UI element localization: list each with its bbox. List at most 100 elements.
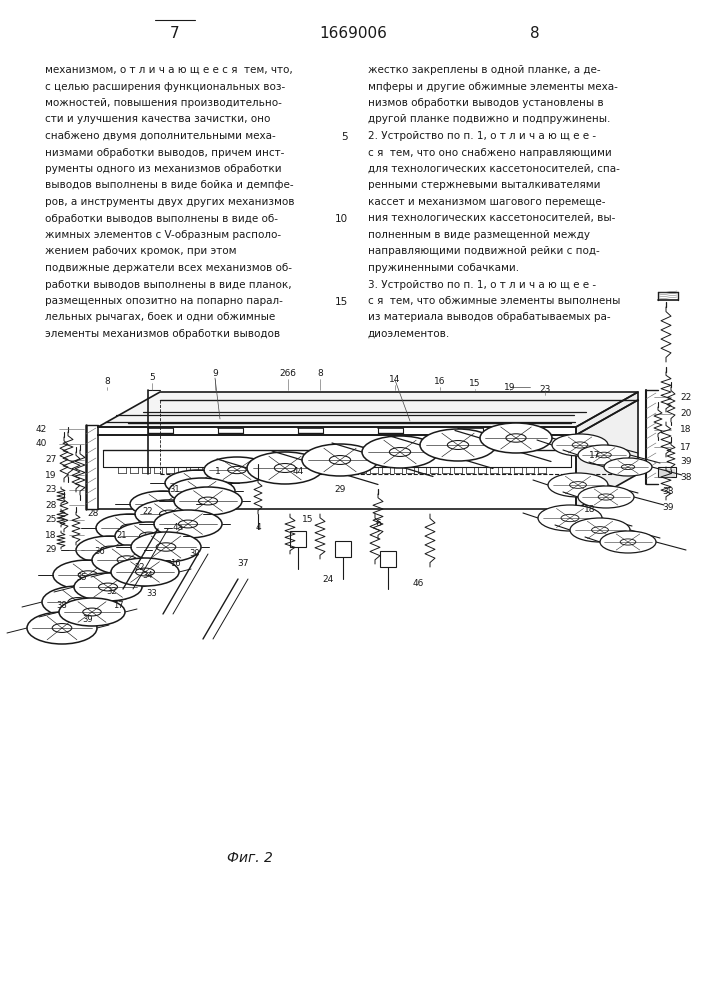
Text: 18: 18 — [584, 506, 596, 514]
Text: 29: 29 — [334, 486, 346, 494]
Ellipse shape — [59, 598, 125, 626]
Text: 34: 34 — [143, 570, 153, 580]
Ellipse shape — [604, 458, 652, 476]
Text: 18: 18 — [680, 426, 691, 434]
Text: 24: 24 — [322, 574, 334, 584]
Text: 20: 20 — [680, 410, 691, 418]
Ellipse shape — [247, 452, 323, 484]
Text: с я  тем, что обжимные элементы выполнены: с я тем, что обжимные элементы выполнены — [368, 296, 620, 306]
Ellipse shape — [204, 457, 270, 483]
Text: с целью расширения функциональных воз-: с целью расширения функциональных воз- — [45, 82, 285, 92]
Ellipse shape — [135, 500, 203, 528]
Ellipse shape — [480, 423, 552, 453]
Text: 1: 1 — [215, 468, 221, 477]
Ellipse shape — [552, 434, 608, 456]
Polygon shape — [576, 400, 638, 509]
Text: 33: 33 — [146, 588, 158, 597]
Text: 8: 8 — [530, 25, 540, 40]
Text: 22: 22 — [680, 392, 691, 401]
Text: 42: 42 — [35, 424, 47, 434]
Text: мпферы и другие обжимные элементы меха-: мпферы и другие обжимные элементы меха- — [368, 82, 618, 92]
Text: 23: 23 — [45, 486, 57, 494]
Text: 9: 9 — [212, 369, 218, 378]
Text: механизмом, о т л и ч а ю щ е е с я  тем, что,: механизмом, о т л и ч а ю щ е е с я тем,… — [45, 65, 293, 75]
Text: 30: 30 — [189, 550, 200, 558]
Text: кассет и механизмом шагового перемеще-: кассет и механизмом шагового перемеще- — [368, 197, 605, 207]
Bar — [335, 541, 351, 557]
Text: 23: 23 — [539, 385, 551, 394]
Text: можностей, повышения производительно-: можностей, повышения производительно- — [45, 98, 282, 108]
Text: 2. Устройство по п. 1, о т л и ч а ю щ е е -: 2. Устройство по п. 1, о т л и ч а ю щ е… — [368, 131, 596, 141]
Ellipse shape — [174, 487, 242, 515]
Text: ров, а инструменты двух других механизмов: ров, а инструменты двух других механизмо… — [45, 197, 295, 207]
Text: 10: 10 — [335, 215, 348, 225]
Text: 35: 35 — [76, 574, 87, 582]
Text: 36: 36 — [95, 548, 105, 556]
Text: 15: 15 — [334, 297, 348, 307]
Text: 38: 38 — [57, 600, 67, 609]
Text: низмами обработки выводов, причем инст-: низмами обработки выводов, причем инст- — [45, 147, 284, 157]
Ellipse shape — [131, 532, 201, 562]
Text: 15: 15 — [469, 379, 481, 388]
Text: полненным в виде размещенной между: полненным в виде размещенной между — [368, 230, 590, 240]
Text: жимных элементов с V-образным располо-: жимных элементов с V-образным располо- — [45, 230, 281, 240]
Ellipse shape — [420, 429, 496, 461]
Text: 19: 19 — [504, 382, 515, 391]
Text: 21: 21 — [117, 530, 127, 540]
Ellipse shape — [27, 612, 97, 644]
Text: 8: 8 — [317, 369, 323, 378]
Text: 31: 31 — [170, 486, 180, 494]
Text: 44: 44 — [293, 468, 303, 477]
Ellipse shape — [74, 573, 142, 601]
Text: из материала выводов обрабатываемых ра-: из материала выводов обрабатываемых ра- — [368, 312, 611, 322]
Ellipse shape — [165, 470, 231, 496]
Text: 16: 16 — [434, 377, 445, 386]
Text: снабжено двумя дополнительными меха-: снабжено двумя дополнительными меха- — [45, 131, 276, 141]
Text: 22: 22 — [135, 564, 145, 572]
Text: 39: 39 — [83, 615, 93, 624]
Text: элементы механизмов обработки выводов: элементы механизмов обработки выводов — [45, 329, 280, 339]
Text: пружиненными собачками.: пружиненными собачками. — [368, 263, 519, 273]
Ellipse shape — [42, 586, 114, 618]
Text: 28: 28 — [45, 500, 57, 510]
Text: обработки выводов выполнены в виде об-: обработки выводов выполнены в виде об- — [45, 214, 278, 224]
Ellipse shape — [570, 518, 630, 542]
Text: 19: 19 — [45, 471, 57, 480]
Ellipse shape — [92, 545, 162, 575]
Ellipse shape — [115, 522, 183, 550]
Text: лельных рычагах, боек и одни обжимные: лельных рычагах, боек и одни обжимные — [45, 312, 275, 322]
Ellipse shape — [130, 491, 196, 517]
Ellipse shape — [548, 473, 608, 497]
Text: другой планке подвижно и подпружинены.: другой планке подвижно и подпружинены. — [368, 114, 610, 124]
Text: 46: 46 — [412, 580, 423, 588]
Polygon shape — [98, 435, 576, 509]
Text: 15: 15 — [303, 514, 314, 524]
Text: Фиг. 2: Фиг. 2 — [227, 851, 273, 865]
Bar — [290, 531, 306, 547]
Text: ния технологических кассетоносителей, вы-: ния технологических кассетоносителей, вы… — [368, 214, 615, 224]
Text: направляющими подвижной рейки с под-: направляющими подвижной рейки с под- — [368, 246, 600, 256]
Text: 3. Устройство по п. 1, о т л и ч а ю щ е е -: 3. Устройство по п. 1, о т л и ч а ю щ е… — [368, 279, 596, 290]
Ellipse shape — [96, 514, 164, 542]
Ellipse shape — [169, 478, 235, 504]
Text: 17: 17 — [112, 600, 123, 609]
Text: 25: 25 — [45, 516, 57, 524]
Text: 17: 17 — [680, 442, 691, 452]
Text: 39: 39 — [662, 502, 674, 512]
Bar — [658, 467, 676, 477]
Text: 4: 4 — [255, 522, 261, 532]
Text: низмов обработки выводов установлены в: низмов обработки выводов установлены в — [368, 98, 604, 108]
Ellipse shape — [53, 560, 123, 590]
Text: 32: 32 — [107, 587, 117, 596]
Text: ренными стержневыми выталкивателями: ренными стержневыми выталкивателями — [368, 180, 600, 190]
Text: 8: 8 — [104, 377, 110, 386]
Ellipse shape — [302, 444, 378, 476]
Text: диоэлементов.: диоэлементов. — [368, 329, 450, 339]
Polygon shape — [98, 427, 576, 435]
Text: сти и улучшения качества зачистки, оно: сти и улучшения качества зачистки, оно — [45, 114, 270, 124]
Ellipse shape — [362, 436, 438, 468]
Ellipse shape — [600, 531, 656, 553]
Text: 22: 22 — [143, 508, 153, 516]
Text: жением рабочих кромок, при этом: жением рабочих кромок, при этом — [45, 246, 237, 256]
Text: 5: 5 — [149, 373, 155, 382]
